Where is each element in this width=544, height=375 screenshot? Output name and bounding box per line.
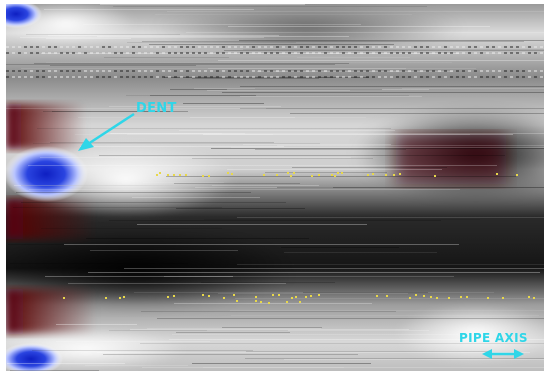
speckle-marks	[63, 172, 535, 304]
double-arrow-icon	[482, 349, 524, 359]
white-glow-right	[396, 304, 544, 364]
dark-region-top	[146, 7, 466, 51]
dent-label: DENT	[136, 101, 177, 116]
bulge-region-1	[6, 104, 86, 149]
dent-spot-top	[6, 4, 42, 28]
dark-region-lower	[6, 229, 296, 309]
dent-spot	[6, 146, 88, 202]
bulge-region-right	[396, 134, 506, 184]
bulge-region-3	[6, 289, 96, 334]
dent-pointer-arrow-icon	[87, 112, 135, 146]
dent-spot-lower	[6, 343, 63, 371]
scan-lines	[6, 4, 544, 371]
dent-pointer-arrowhead	[78, 138, 94, 151]
pipe-axis-label: PIPE AXIS	[459, 331, 528, 345]
ultrasonic-scan-image: DENT PIPE AXIS	[6, 4, 544, 371]
